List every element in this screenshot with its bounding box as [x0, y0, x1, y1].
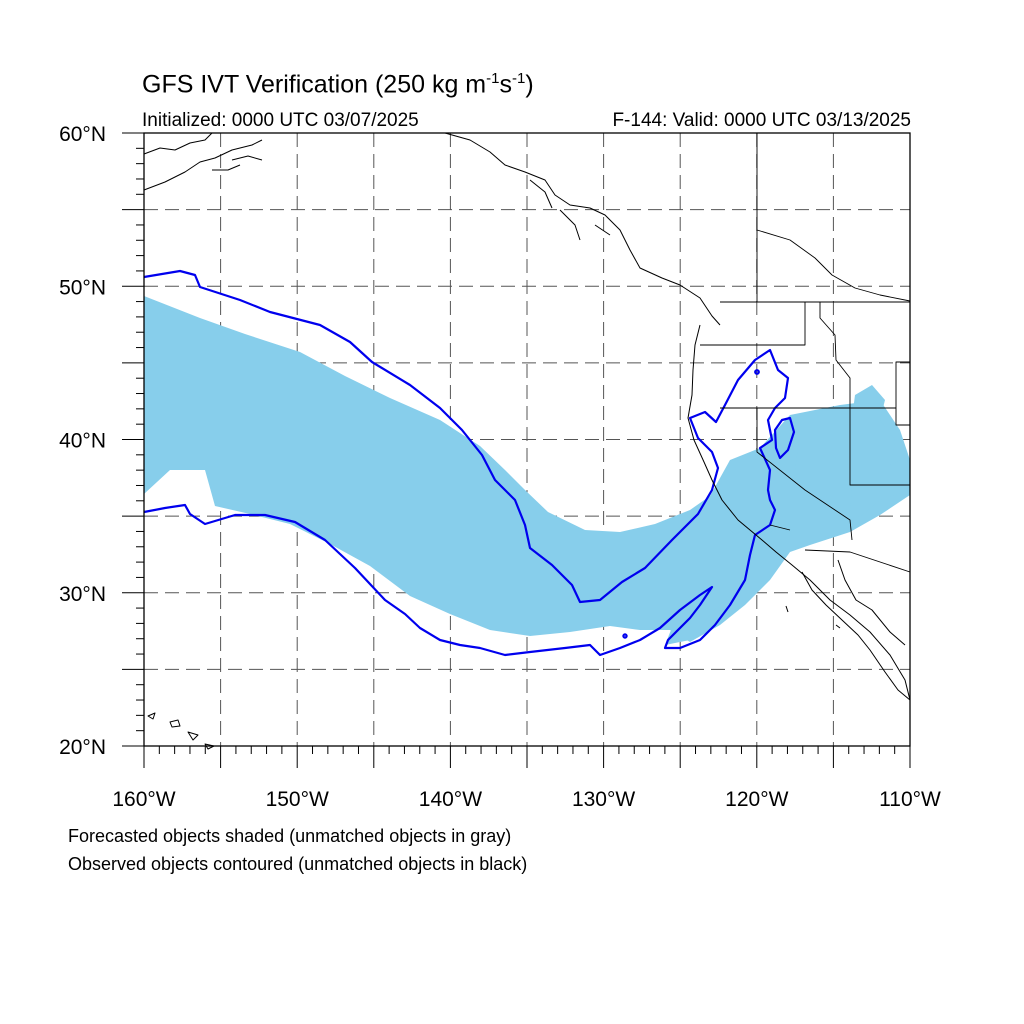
initialized-label: Initialized: 0000 UTC 03/07/2025 [142, 110, 419, 131]
forecast-tongue [665, 430, 800, 645]
us-west-coast [687, 324, 911, 701]
observed-contour-inner [773, 416, 796, 460]
lat-tick-label: 30°N [59, 583, 106, 606]
hawaii-islands [147, 712, 215, 750]
state-borders [700, 133, 911, 573]
lat-tick-label: 60°N [59, 123, 106, 146]
chart-title: GFS IVT Verification (250 kg m-1s-1) [142, 70, 534, 99]
channel-islands [785, 605, 841, 629]
lat-tick-label: 40°N [59, 430, 106, 453]
forecast-object [144, 296, 910, 645]
observed-object [143, 269, 796, 657]
lon-tick-label: 140°W [419, 788, 482, 811]
baja-coast [801, 559, 911, 701]
lon-tick-label: 110°W [879, 788, 941, 811]
valid-time-label: F-144: Valid: 0000 UTC 03/13/2025 [612, 110, 911, 131]
observed-footnote: Observed objects contoured (unmatched ob… [68, 854, 528, 874]
alaska-coast [143, 132, 263, 191]
lon-tick-label: 130°W [572, 788, 635, 811]
observed-contour [143, 269, 790, 657]
forecast-patch-east [848, 385, 910, 520]
lon-tick-label: 160°W [112, 788, 175, 811]
lat-tick-label: 20°N [59, 736, 106, 759]
map-frame [122, 132, 911, 768]
longitude-labels: 160°W 150°W 140°W 130°W 120°W 110°W [112, 788, 941, 811]
observed-dot-2 [622, 633, 628, 639]
lat-tick-label: 50°N [59, 276, 106, 299]
lon-tick-label: 150°W [266, 788, 329, 811]
forecast-footnote: Forecasted objects shaded (unmatched obj… [68, 826, 512, 846]
lon-tick-label: 120°W [725, 788, 788, 811]
coastlines [143, 132, 911, 750]
alaska-panhandle-coast [444, 132, 721, 326]
forecast-main-band [144, 296, 910, 642]
latitude-labels: 20°N 30°N 40°N 50°N 60°N [59, 123, 106, 759]
observed-dot [754, 369, 760, 375]
